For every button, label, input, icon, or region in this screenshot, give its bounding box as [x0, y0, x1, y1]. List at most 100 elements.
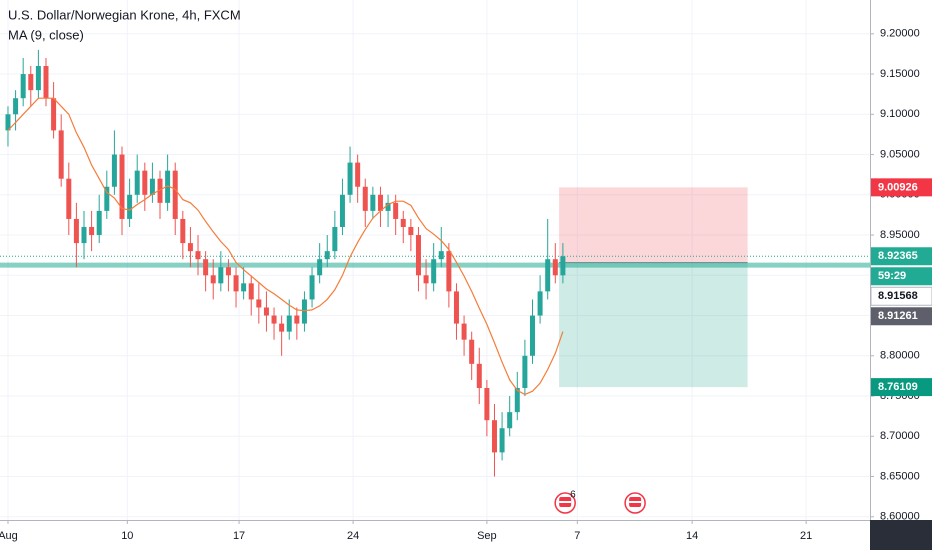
candle-body: [286, 315, 292, 332]
x-tick-label: 14: [686, 530, 698, 542]
candle-body: [393, 202, 399, 219]
axes: 8.600008.650008.700008.750008.800008.850…: [0, 28, 932, 542]
candle-body: [537, 291, 543, 316]
candle-body: [491, 420, 497, 453]
candle-body: [499, 428, 505, 453]
candle-body: [172, 170, 178, 219]
candle-body: [210, 275, 216, 284]
candle-body: [218, 267, 224, 284]
y-tick-label: 8.95000: [880, 229, 920, 241]
candle-body: [119, 154, 125, 219]
y-tick-label: 8.65000: [880, 470, 920, 482]
candle-body: [324, 251, 330, 260]
candle-body: [347, 162, 353, 195]
candle-body: [370, 194, 376, 211]
price-badge-label: 9.00926: [878, 181, 918, 193]
candle-body: [89, 226, 95, 236]
x-tick-label: 24: [347, 530, 359, 542]
plot: 6: [0, 49, 870, 514]
event-flag-stripe: [559, 501, 572, 503]
candle-body: [400, 218, 406, 227]
candle-body: [461, 323, 467, 340]
candle-body: [317, 259, 323, 276]
candle-body: [529, 315, 535, 356]
candle-body: [157, 178, 163, 203]
x-tick-label: 10: [121, 530, 133, 542]
candle-body: [309, 275, 315, 300]
candle-body: [263, 307, 269, 316]
candle-body: [248, 283, 254, 300]
candle-body: [73, 218, 79, 244]
candle-body: [66, 178, 72, 219]
candle-body: [484, 387, 490, 421]
candle-body: [43, 66, 49, 99]
price-badge: [871, 247, 932, 266]
x-tick-label: 21: [800, 530, 812, 542]
price-badge: [871, 178, 932, 197]
candle-body: [560, 256, 566, 276]
x-tick-label: 17: [233, 530, 245, 542]
candle-body: [165, 170, 171, 203]
candle-body: [446, 251, 452, 292]
candle-body: [225, 267, 231, 276]
candle-body: [5, 114, 11, 131]
price-badge: [871, 267, 932, 286]
candle-body: [408, 226, 414, 236]
candle-body: [438, 251, 444, 260]
candle-body: [423, 275, 429, 284]
candle-body: [339, 194, 345, 227]
price-badge-label: 59:29: [878, 270, 906, 282]
candle-body: [142, 170, 148, 195]
candle-body: [469, 339, 475, 364]
candle-body: [81, 226, 87, 244]
candle-body: [301, 299, 307, 324]
candle-body: [104, 186, 110, 211]
y-tick-label: 9.05000: [880, 148, 920, 160]
x-tick-label: Sep: [477, 530, 497, 542]
x-tick-label: Aug: [0, 530, 18, 542]
y-tick-label: 9.10000: [880, 108, 920, 120]
event-count: 6: [570, 490, 576, 501]
candle-body: [377, 194, 383, 211]
candle-body: [127, 194, 133, 219]
y-tick-label: 9.20000: [880, 28, 920, 40]
x-tick-label: 7: [574, 530, 580, 542]
candle-body: [332, 226, 338, 252]
candle-body: [522, 355, 528, 388]
candle-body: [552, 259, 558, 276]
stop-zone: [559, 187, 748, 263]
candle-body: [453, 291, 459, 324]
candle-body: [51, 98, 57, 131]
candle-body: [28, 74, 34, 91]
candle-body: [279, 323, 285, 332]
y-tick-label: 8.60000: [880, 511, 920, 523]
event-flag-stripe: [629, 501, 642, 503]
candle-body: [149, 178, 155, 195]
candle-body: [476, 363, 482, 388]
price-badge: [871, 378, 932, 397]
indicator-label: MA (9, close): [8, 27, 84, 42]
candle-body: [203, 259, 209, 276]
y-tick-label: 8.70000: [880, 430, 920, 442]
candle-body: [13, 98, 19, 115]
moving-average: [7, 97, 564, 396]
candle-body: [241, 283, 247, 292]
candle-body: [35, 66, 41, 91]
y-tick-label: 9.15000: [880, 68, 920, 80]
chart-title: U.S. Dollar/Norwegian Krone, 4h, FXCM: [8, 7, 241, 22]
candle-body: [507, 412, 513, 429]
candle-body: [256, 299, 262, 308]
candle-body: [58, 130, 64, 179]
candle-body: [355, 162, 361, 187]
candle-body: [514, 387, 520, 413]
candle-body: [187, 243, 193, 252]
price-badge: [871, 307, 932, 326]
candle-body: [294, 315, 300, 324]
candle-body: [271, 315, 277, 324]
price-badge-label: 8.91568: [878, 290, 918, 302]
corner: [870, 520, 932, 550]
price-badge-label: 8.91261: [878, 310, 918, 322]
candle-body: [180, 218, 186, 244]
price-badge-label: 8.92365: [878, 250, 918, 262]
